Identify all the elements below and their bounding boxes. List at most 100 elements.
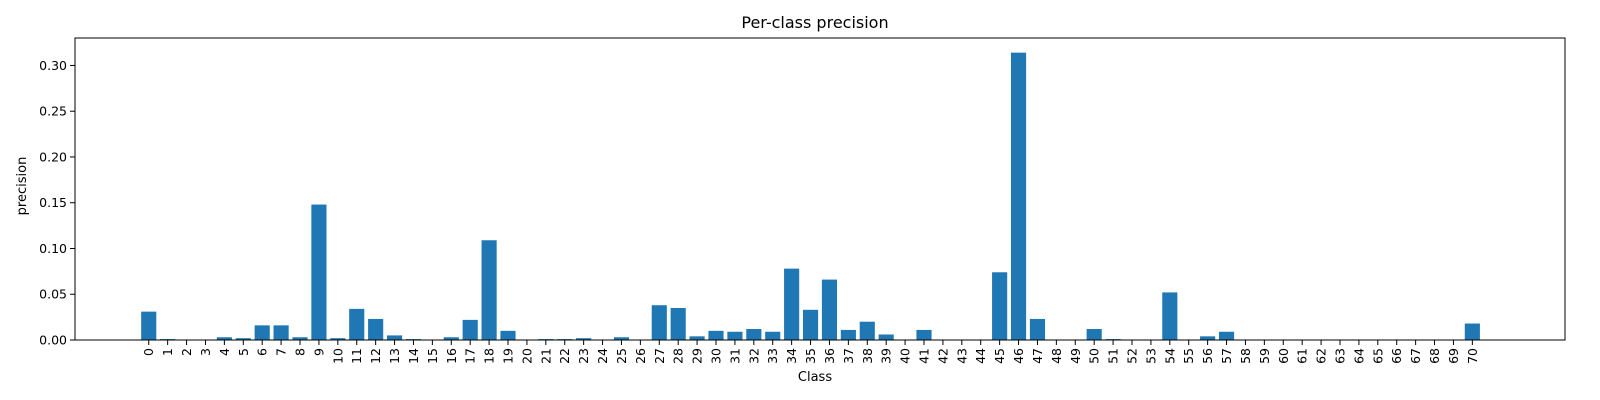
x-tick-label: 43	[954, 348, 969, 364]
bar-class-37	[840, 329, 856, 340]
x-tick-label: 46	[1011, 348, 1026, 364]
x-tick-label: 68	[1427, 348, 1442, 364]
x-tick-label: 31	[727, 348, 742, 364]
y-tick-label: 0.30	[39, 58, 67, 73]
bar-class-12	[368, 318, 384, 340]
x-tick-label: 6	[255, 348, 270, 356]
bar-class-8	[292, 337, 308, 340]
bar-class-19	[500, 330, 516, 340]
bar-class-4	[216, 337, 232, 340]
x-tick-label: 39	[879, 348, 894, 364]
bar-class-41	[916, 329, 932, 340]
x-tick-label: 55	[1181, 348, 1196, 364]
x-tick-label: 10	[330, 348, 345, 364]
x-tick-label: 70	[1465, 348, 1480, 364]
x-tick-label: 56	[1200, 348, 1215, 364]
x-tick-label: 11	[349, 348, 364, 364]
x-tick-label: 13	[387, 348, 402, 364]
bar-class-11	[349, 308, 365, 340]
x-tick-label: 62	[1314, 348, 1329, 364]
x-tick-label: 27	[652, 348, 667, 364]
bar-class-54	[1162, 292, 1178, 340]
y-tick-label: 0.05	[39, 287, 67, 302]
bar-class-35	[802, 309, 819, 340]
chart-title: Per-class precision	[741, 13, 888, 32]
y-tick-label: 0.10	[39, 241, 67, 256]
x-tick-label: 51	[1106, 348, 1121, 364]
bar-class-36	[821, 279, 838, 340]
x-axis: 0 1 2 3 4 5 6 7 8 9 10 11 12 13 14 15 16 17 18 19 20 21 22 23 24…	[141, 340, 1480, 364]
x-tick-label: 50	[1087, 348, 1102, 364]
x-tick-label: 16	[444, 348, 459, 364]
bar-class-45	[992, 272, 1008, 340]
bars-group	[141, 52, 1480, 340]
x-tick-label: 34	[784, 348, 799, 364]
x-tick-label: 37	[841, 348, 856, 364]
bar-class-31	[727, 331, 743, 340]
x-tick-label: 61	[1295, 348, 1310, 364]
bar-class-56	[1200, 336, 1216, 340]
x-tick-label: 21	[538, 348, 553, 364]
y-tick-label: 0.25	[39, 104, 67, 119]
bar-class-25	[613, 337, 630, 340]
bar-class-33	[765, 331, 781, 340]
y-axis-title: precision	[15, 157, 30, 216]
bar-class-0	[141, 311, 157, 340]
x-tick-label: 7	[274, 348, 289, 356]
x-tick-label: 52	[1124, 348, 1139, 364]
x-tick-label: 3	[198, 348, 213, 356]
bar-class-5	[235, 338, 251, 340]
x-tick-label: 22	[557, 348, 572, 364]
bar-class-27	[651, 305, 667, 340]
bar-class-23	[576, 338, 592, 340]
y-axis: 0.00 0.05 0.10 0.15 0.20 0.25 0.30	[39, 58, 75, 348]
plot-frame	[74, 37, 1566, 341]
x-tick-label: 32	[746, 348, 761, 364]
x-tick-label: 14	[406, 348, 421, 364]
bar-class-6	[254, 325, 270, 340]
bar-class-34	[784, 268, 800, 340]
x-tick-label: 38	[860, 348, 875, 364]
x-tick-label: 29	[690, 348, 705, 364]
x-tick-label: 59	[1257, 348, 1272, 364]
x-tick-label: 33	[765, 348, 780, 364]
x-tick-label: 44	[973, 348, 988, 364]
bar-class-17	[462, 319, 478, 340]
y-tick-label: 0.20	[39, 149, 67, 164]
x-tick-label: 54	[1162, 348, 1177, 364]
bar-class-10	[330, 338, 346, 340]
x-tick-label: 64	[1351, 348, 1366, 364]
bar-class-47	[1029, 318, 1046, 340]
x-tick-label: 49	[1068, 348, 1083, 364]
x-tick-label: 18	[482, 348, 497, 364]
x-tick-label: 0	[141, 348, 156, 356]
x-tick-label: 60	[1276, 348, 1291, 364]
x-tick-label: 12	[368, 348, 383, 364]
x-tick-label: 36	[822, 348, 837, 364]
x-tick-label: 40	[898, 348, 913, 364]
x-tick-label: 35	[803, 348, 818, 364]
x-tick-label: 41	[917, 348, 932, 364]
x-tick-label: 63	[1332, 348, 1347, 364]
bar-class-38	[859, 321, 875, 340]
bar-class-39	[878, 334, 894, 340]
bar-class-30	[708, 330, 724, 340]
bar-class-16	[443, 337, 459, 340]
x-tick-label: 24	[595, 348, 610, 364]
x-tick-label: 4	[217, 348, 232, 356]
bar-class-18	[481, 240, 497, 340]
x-tick-label: 65	[1370, 348, 1385, 364]
bar-class-57	[1218, 331, 1235, 340]
x-tick-label: 20	[519, 348, 534, 364]
x-tick-label: 9	[311, 348, 326, 356]
x-tick-label: 25	[614, 348, 629, 364]
x-tick-label: 42	[935, 348, 950, 364]
bar-class-13	[386, 335, 403, 340]
bar-class-70	[1464, 323, 1480, 340]
x-tick-label: 5	[236, 348, 251, 356]
x-tick-label: 57	[1219, 348, 1234, 364]
bar-class-32	[746, 329, 762, 340]
x-tick-label: 8	[293, 348, 308, 356]
x-tick-label: 47	[1030, 348, 1045, 364]
